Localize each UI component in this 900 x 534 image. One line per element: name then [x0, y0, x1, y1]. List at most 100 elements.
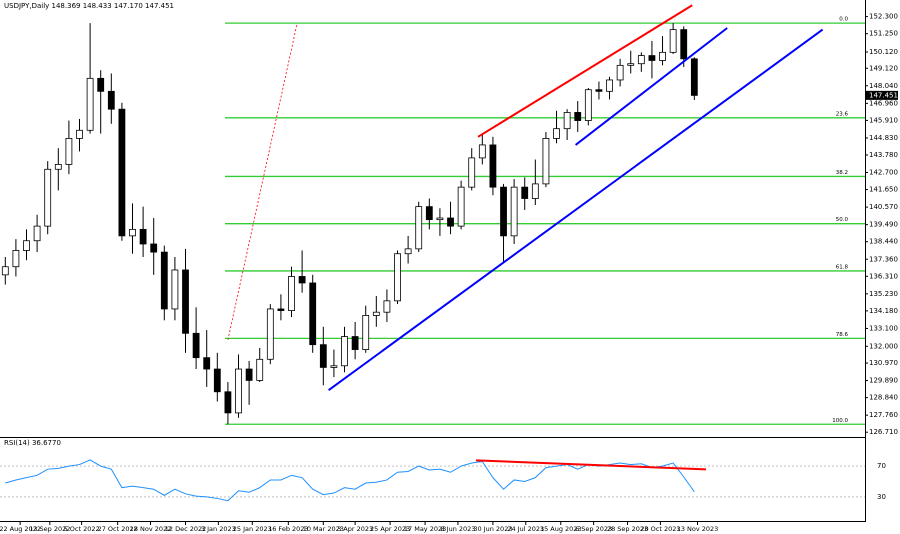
candle-body — [44, 168, 52, 227]
rsi-trend-line — [475, 459, 707, 471]
candle-body — [33, 225, 41, 242]
candle-body — [203, 357, 211, 370]
y-tick-label: 139.490 — [869, 221, 898, 229]
y-tick-label: 151.250 — [869, 30, 898, 38]
y-tick-label: 142.700 — [869, 169, 898, 177]
candle-body — [319, 344, 327, 368]
candle-body — [1, 266, 9, 276]
x-tick-label: 13 Nov 2023 — [677, 525, 719, 533]
candle-body — [182, 269, 189, 334]
y-tick-label: 148.040 — [869, 82, 898, 90]
candle-body — [574, 112, 582, 121]
candle-body — [415, 206, 423, 250]
candle-body — [478, 144, 486, 159]
y-tick-label: 137.360 — [869, 255, 898, 263]
y-tick-label: 127.760 — [869, 411, 898, 419]
candle-body — [192, 332, 200, 359]
x-tick-label: 12 Dec 2022 — [165, 525, 207, 533]
y-tick-label: 145.910 — [869, 116, 898, 124]
candle-body — [97, 77, 105, 92]
x-tick-label: 17 May 2023 — [404, 525, 446, 533]
rsi-tick-label: 30 — [877, 493, 886, 501]
candle-body — [648, 55, 656, 61]
candle-body — [447, 217, 454, 227]
y-tick-label: 134.180 — [869, 307, 898, 315]
candle-body — [584, 89, 592, 121]
y-tick-label: 126.710 — [869, 428, 898, 436]
candle-body — [224, 391, 232, 414]
x-tick-label: 25 Jan 2023 — [233, 525, 272, 533]
x-tick-label: 5 Oct 2022 — [64, 525, 100, 533]
x-tick-label: 25 Apr 2023 — [370, 525, 410, 533]
y-tick-label: 135.230 — [869, 290, 898, 298]
x-tick-label: 24 Jul 2023 — [507, 525, 544, 533]
candle-body — [372, 311, 380, 316]
y-tick-label: 129.890 — [869, 377, 898, 385]
chart-title: USDJPY,Daily 148.369 148.433 147.170 147… — [4, 2, 174, 10]
candle-body — [383, 300, 391, 313]
candle-body — [341, 336, 348, 367]
candle-body — [150, 243, 158, 253]
candle-body — [213, 368, 221, 393]
candle-body — [542, 138, 550, 185]
rsi-tick-label: 70 — [877, 462, 886, 470]
candle-body — [425, 206, 433, 221]
trend-line — [227, 24, 298, 340]
candle-body — [298, 276, 306, 284]
candle-body — [659, 51, 666, 61]
x-tick-label: 6 Sep 2023 — [575, 525, 612, 533]
fib-label: 0.0 — [839, 17, 848, 23]
candle-body — [351, 336, 359, 350]
candle-body — [118, 108, 126, 237]
y-tick-label: 152.300 — [869, 13, 898, 21]
candle-body — [627, 63, 635, 66]
candle-body — [86, 77, 94, 131]
candle-body — [54, 164, 62, 170]
candle-body — [288, 276, 295, 311]
x-tick-label: 27 Oct 2022 — [98, 525, 138, 533]
candle-body — [171, 269, 179, 310]
candle-body — [129, 228, 136, 237]
x-tick-label: 30 Jun 2023 — [473, 525, 512, 533]
candle-body — [362, 315, 370, 350]
candle-body — [616, 64, 624, 81]
candle-body — [309, 282, 317, 346]
y-tick-label: 128.840 — [869, 394, 898, 402]
y-tick-label: 136.310 — [869, 272, 898, 280]
last-price-tag — [865, 90, 898, 100]
x-tick-label: 8 Jun 2023 — [440, 525, 475, 533]
fib-label: 38.2 — [836, 170, 848, 176]
candle-body — [500, 186, 507, 237]
candle-body — [563, 112, 571, 130]
candle-body — [489, 144, 497, 188]
candle-body — [521, 186, 529, 199]
x-tick-label: 10 Mar 2023 — [303, 525, 344, 533]
y-tick-label: 144.830 — [869, 134, 898, 142]
fib-label: 78.6 — [836, 332, 849, 338]
x-tick-label: 18 Nov 2022 — [130, 525, 172, 533]
y-tick-label: 140.570 — [869, 203, 898, 211]
x-tick-label: 22 Aug 2022 — [0, 525, 41, 533]
candle-body — [235, 368, 242, 414]
fib-label: 23.6 — [836, 111, 849, 117]
y-tick-label: 149.120 — [869, 64, 898, 72]
x-tick-label: 28 Sep 2023 — [607, 525, 648, 533]
rsi-title: RSI(14) 36.6770 — [4, 439, 61, 447]
x-tick-label: 3 Apr 2023 — [337, 525, 373, 533]
y-tick-label: 141.650 — [869, 186, 898, 194]
candle-body — [266, 308, 274, 360]
x-tick-label: 20 Oct 2023 — [640, 525, 680, 533]
last-price-label: 147.451 — [869, 91, 898, 99]
x-tick-label: 15 Aug 2023 — [540, 525, 582, 533]
candle-body — [139, 228, 147, 245]
candle-body — [510, 186, 518, 237]
candle-body — [330, 365, 338, 368]
y-tick-label: 132.000 — [869, 342, 898, 350]
x-tick-label: 3 Jan 2023 — [201, 525, 236, 533]
candle-body — [595, 89, 603, 92]
candle-body — [669, 29, 677, 53]
candle-body — [680, 29, 688, 60]
y-tick-label: 146.960 — [869, 99, 898, 107]
trend-line — [477, 4, 693, 138]
